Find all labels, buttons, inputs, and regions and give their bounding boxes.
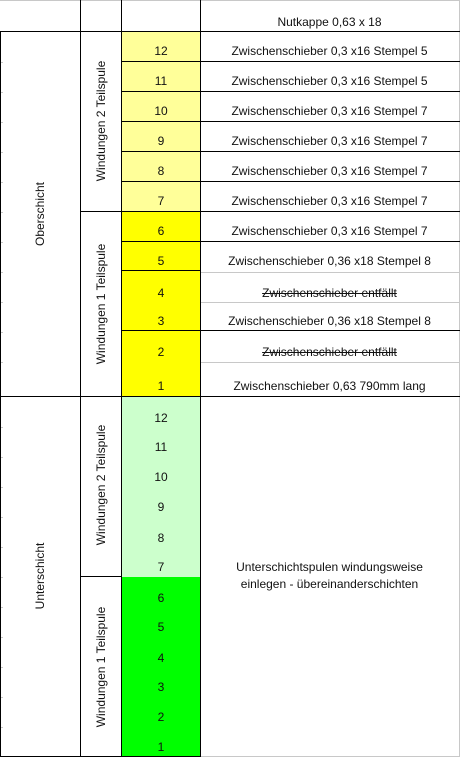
cell-fill-o2 (122, 32, 200, 212)
o-num: 6 (157, 224, 165, 238)
o-num: 7 (157, 194, 165, 208)
o-text: Zwischenschieber 0,63 790mm lang (233, 379, 426, 393)
o-num: 11 (154, 74, 168, 88)
o-text: Zwischenschieber 0,3 x16 Stempel 5 (231, 74, 428, 88)
unterschicht-note-line1: Unterschichtspulen windungsweise (236, 560, 423, 574)
label-u-windungen-1: Windungen 1 Teilspule (94, 606, 108, 728)
o-text: Zwischenschieber 0,3 x16 Stempel 7 (231, 224, 428, 238)
u-num: 12 (154, 411, 168, 425)
header-nutkappe: Nutkappe 0,63 x 18 (277, 15, 382, 29)
u-num: 5 (157, 620, 165, 634)
o-num: 3 (157, 314, 165, 328)
cell-fill-o1 (122, 212, 200, 397)
u-num: 6 (157, 591, 165, 605)
o-text: Zwischenschieber 0,3 x16 Stempel 7 (231, 104, 428, 118)
label-oberschicht: Oberschicht (33, 181, 47, 247)
o-num: 2 (157, 345, 165, 359)
o-num: 10 (154, 104, 168, 118)
u-num: 8 (157, 531, 165, 545)
u-num: 7 (157, 560, 165, 574)
o-num: 12 (154, 44, 168, 58)
unterschicht-note-line2: einlegen - übereinanderschichten (240, 577, 419, 591)
o-text: Zwischenschieber 0,3 x16 Stempel 5 (231, 44, 428, 58)
o-num: 8 (157, 164, 165, 178)
u-num: 11 (154, 440, 168, 454)
o-num: 1 (157, 379, 165, 393)
cell-fill-u2 (122, 397, 200, 577)
label-o-windungen-1: Windungen 1 Teilspule (94, 243, 108, 365)
o-text: Zwischenschieber 0,3 x16 Stempel 7 (231, 164, 428, 178)
o-num: 4 (157, 286, 165, 300)
o-text: Zwischenschieber 0,3 x16 Stempel 7 (231, 194, 428, 208)
label-o-windungen-2: Windungen 2 Teilspule (94, 60, 108, 182)
cell-fill-u1 (122, 577, 200, 756)
o-text-struck: Zwischenschieber entfällt (262, 286, 397, 300)
u-num: 10 (154, 470, 168, 484)
o-text: Zwischenschieber 0,36 x18 Stempel 8 (228, 254, 431, 268)
o-text: Zwischenschieber 0,36 x18 Stempel 8 (228, 314, 431, 328)
u-num: 3 (157, 680, 165, 694)
label-unterschicht: Unterschicht (33, 542, 47, 610)
label-u-windungen-2: Windungen 2 Teilspule (94, 424, 108, 546)
u-num: 9 (157, 500, 165, 514)
o-text-struck: Zwischenschieber entfällt (262, 345, 397, 359)
u-num: 4 (157, 651, 165, 665)
o-text: Zwischenschieber 0,3 x16 Stempel 7 (231, 134, 428, 148)
o-num: 5 (157, 254, 165, 268)
o-num: 9 (157, 134, 165, 148)
u-num: 1 (157, 740, 165, 754)
u-num: 2 (157, 710, 165, 724)
